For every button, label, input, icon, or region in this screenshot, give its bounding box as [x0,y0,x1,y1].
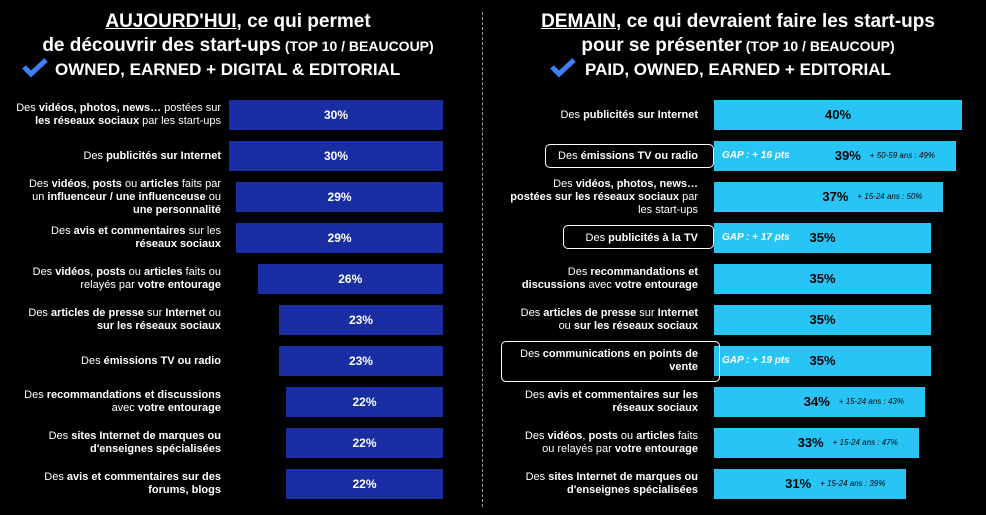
right-annotation: + 15-24 ans : 50% [857,192,923,201]
gap-label: GAP : + 17 pts [722,232,790,243]
left-bar [278,346,443,376]
right-category-label: Des avis et commentaires sur les réseaux … [524,389,698,414]
left-value-label: 23% [348,354,373,368]
right-title-rest: , ce qui devraient faire les start-ups [616,11,935,32]
gap-label: GAP : + 19 pts [722,355,790,366]
left-value-label: 29% [327,231,352,245]
right-annotation: + 50-59 ans : 49% [869,151,935,160]
left-value-label: 29% [327,190,352,204]
right-bar [714,387,925,417]
right-bar [714,141,956,171]
left-value-label: 22% [352,477,377,491]
right-value-label: 35% [809,312,836,327]
right-category-label: Des vidéos, posts ou articles faits ou re… [524,430,698,455]
check-icon [550,58,576,78]
left-title-underlined: AUJOURD'HUI [105,11,237,32]
right-category-label: Des communications en points de vente [520,348,698,373]
left-bar [286,387,443,417]
left-category-label: Des vidéos, posts ou articles faits par u… [28,177,221,216]
center-divider [482,12,483,507]
right-annotation: + 15-24 ans : 39% [820,479,886,488]
right-title-line2: pour se présenter (TOP 10 / BEAUCOUP) [490,34,986,58]
right-title-underlined: DEMAIN [541,11,617,32]
right-category-label: Des articles de presse sur Internet ou su… [520,307,698,332]
right-title-main: pour se présenter [581,35,742,56]
right-value-label: 33% [797,435,824,450]
left-category-label: Des vidéos, photos, news… postées sur les… [16,102,221,127]
right-value-label: 40% [824,107,852,122]
left-value-label: 26% [338,272,363,286]
left-value-label: 30% [323,108,349,122]
left-bar [236,182,443,212]
left-subtitle: OWNED, EARNED + DIGITAL & EDITORIAL [55,60,401,79]
left-value-label: 22% [352,436,377,450]
right-category-label: Des recommandations et discussions avec v… [521,266,698,291]
left-category-label: Des émissions TV ou radio [81,354,221,367]
left-title-rest: , ce qui permet [236,11,371,32]
left-title-line2: de découvrir des start-ups (TOP 10 / BEA… [0,34,476,58]
left-category-label: Des recommandations et discussions avec v… [24,389,221,414]
right-value-label: 39% [834,148,861,163]
left-category-label: Des sites Internet de marques ou d'enseig… [48,430,221,455]
right-value-label: 37% [822,189,849,204]
right-title-line1: DEMAIN, ce qui devraient faire les start… [490,10,986,34]
right-bar [714,346,931,376]
left-title-main: de découvrir des start-ups [42,35,281,56]
left-category-label: Des vidéos, posts ou articles faits ou re… [32,266,221,291]
right-bar [714,428,919,458]
right-bar [714,264,931,294]
right-annotation: + 15-24 ans : 47% [832,438,898,447]
left-category-label: Des publicités sur Internet [83,149,221,162]
right-category-label: Des émissions TV ou radio [558,149,698,162]
right-value-label: 35% [809,271,836,286]
left-value-label: 30% [323,149,349,163]
right-category-label: Des vidéos, photos, news… postées sur les… [510,177,698,216]
left-bar [278,305,443,335]
right-annotation: + 15-24 ans : 43% [838,397,904,406]
right-title-small: (TOP 10 / BEAUCOUP) [741,38,895,54]
highlight-box [563,225,714,249]
right-subtitle: PAID, OWNED, EARNED + EDITORIAL [585,60,891,79]
right-bar [714,223,931,253]
right-category-label: Des publicités à la TV [585,231,698,244]
check-icon [22,58,48,78]
left-value-label: 22% [352,395,377,409]
right-bar [714,305,931,335]
right-value-label: 35% [809,353,836,368]
left-bar [229,100,443,130]
right-bar [714,469,907,499]
right-category-label: Des publicités sur Internet [560,108,698,121]
left-bar [229,141,443,171]
left-bar [286,469,443,499]
left-bar [236,223,443,253]
left-category-label: Des avis et commentaires sur les réseaux … [51,225,221,250]
left-title-small: (TOP 10 / BEAUCOUP) [280,38,434,54]
right-value-label: 34% [803,394,830,409]
left-category-label: Des articles de presse sur Internet ou su… [28,307,221,332]
left-title-line1: AUJOURD'HUI, ce qui permet [0,10,476,34]
right-bar [714,182,944,212]
right-value-label: 31% [785,476,812,491]
left-bar [286,428,443,458]
right-bar [714,100,962,130]
right-value-label: 35% [809,230,836,245]
highlight-box [501,341,720,382]
highlight-box [545,144,714,168]
gap-label: GAP : + 16 pts [722,150,790,161]
left-category-label: Des avis et commentaires sur des forums, … [44,471,221,496]
left-bar [257,264,443,294]
left-value-label: 23% [348,313,373,327]
right-category-label: Des sites Internet de marques ou d'enseig… [525,471,698,496]
